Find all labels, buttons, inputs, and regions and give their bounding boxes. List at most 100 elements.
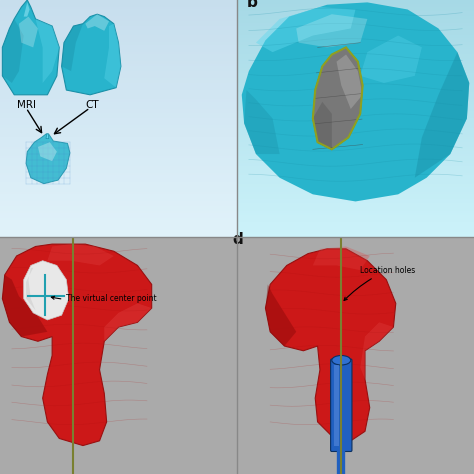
Text: MRI: MRI <box>17 100 36 110</box>
Bar <box>0 92 237 95</box>
Bar <box>237 92 474 95</box>
Bar <box>0 180 237 182</box>
Bar <box>237 102 474 104</box>
Polygon shape <box>62 24 83 71</box>
Bar <box>237 201 474 204</box>
Bar <box>0 66 237 69</box>
Polygon shape <box>46 134 49 138</box>
Polygon shape <box>265 249 396 441</box>
Bar <box>0 201 237 204</box>
Bar <box>237 7 474 9</box>
Bar <box>0 2 237 5</box>
Polygon shape <box>62 14 121 95</box>
Polygon shape <box>38 142 57 161</box>
Bar <box>237 104 474 107</box>
Bar <box>237 204 474 206</box>
Bar <box>0 235 237 237</box>
Bar <box>237 211 474 213</box>
Bar <box>237 59 474 62</box>
Bar <box>0 71 237 73</box>
Bar <box>0 218 237 220</box>
Bar <box>0 178 237 180</box>
Bar <box>0 206 237 209</box>
Bar <box>0 59 237 62</box>
Bar <box>237 182 474 185</box>
Bar <box>237 71 474 73</box>
Bar <box>0 133 237 135</box>
Bar <box>0 159 237 161</box>
Bar <box>237 26 474 28</box>
Bar <box>237 62 474 64</box>
Bar <box>0 7 237 9</box>
Bar <box>0 166 237 168</box>
Bar <box>237 192 474 194</box>
Bar <box>237 173 474 175</box>
Bar <box>0 230 237 232</box>
Bar <box>0 164 237 166</box>
Bar <box>0 21 237 24</box>
Polygon shape <box>360 36 422 83</box>
Bar <box>237 121 474 123</box>
Bar <box>0 24 237 26</box>
Bar <box>0 220 237 223</box>
Bar <box>237 194 474 197</box>
Text: The virtual center point: The virtual center point <box>51 294 157 303</box>
Bar <box>237 12 474 14</box>
Bar <box>237 38 474 40</box>
Polygon shape <box>19 17 38 47</box>
Bar <box>237 52 474 55</box>
Bar <box>237 135 474 137</box>
Bar <box>237 17 474 19</box>
Bar <box>237 216 474 218</box>
Bar <box>237 228 474 230</box>
Polygon shape <box>104 24 121 88</box>
Bar <box>237 78 474 81</box>
Bar <box>0 107 237 109</box>
Bar <box>237 213 474 216</box>
Polygon shape <box>24 2 29 17</box>
Bar <box>0 142 237 145</box>
Bar <box>237 28 474 31</box>
Bar <box>0 123 237 126</box>
Bar <box>237 66 474 69</box>
Bar <box>0 45 237 47</box>
Bar <box>0 57 237 59</box>
Polygon shape <box>2 275 47 337</box>
Bar <box>237 33 474 36</box>
Bar <box>0 90 237 92</box>
Bar <box>0 145 237 147</box>
Bar <box>237 199 474 201</box>
Bar <box>237 123 474 126</box>
Bar <box>237 230 474 232</box>
Bar <box>237 90 474 92</box>
Bar <box>237 159 474 161</box>
Polygon shape <box>36 19 59 83</box>
Polygon shape <box>265 284 296 346</box>
Bar <box>0 19 237 21</box>
Polygon shape <box>26 268 36 310</box>
Bar <box>237 161 474 164</box>
Bar <box>237 100 474 102</box>
Bar <box>0 156 237 159</box>
Bar <box>0 5 237 7</box>
Bar <box>237 190 474 192</box>
Bar <box>0 135 237 137</box>
Bar <box>0 36 237 38</box>
Bar <box>237 152 474 154</box>
Bar <box>0 114 237 116</box>
Bar <box>0 147 237 149</box>
Bar <box>0 187 237 190</box>
Bar <box>0 232 237 235</box>
Bar <box>237 171 474 173</box>
Bar <box>237 55 474 57</box>
Bar <box>237 111 474 114</box>
Bar <box>0 194 237 197</box>
Bar <box>237 107 474 109</box>
Bar <box>0 216 237 218</box>
Bar <box>237 156 474 159</box>
Bar <box>0 223 237 225</box>
Polygon shape <box>256 7 356 52</box>
Bar <box>237 232 474 235</box>
Bar <box>0 97 237 100</box>
Polygon shape <box>360 322 393 379</box>
